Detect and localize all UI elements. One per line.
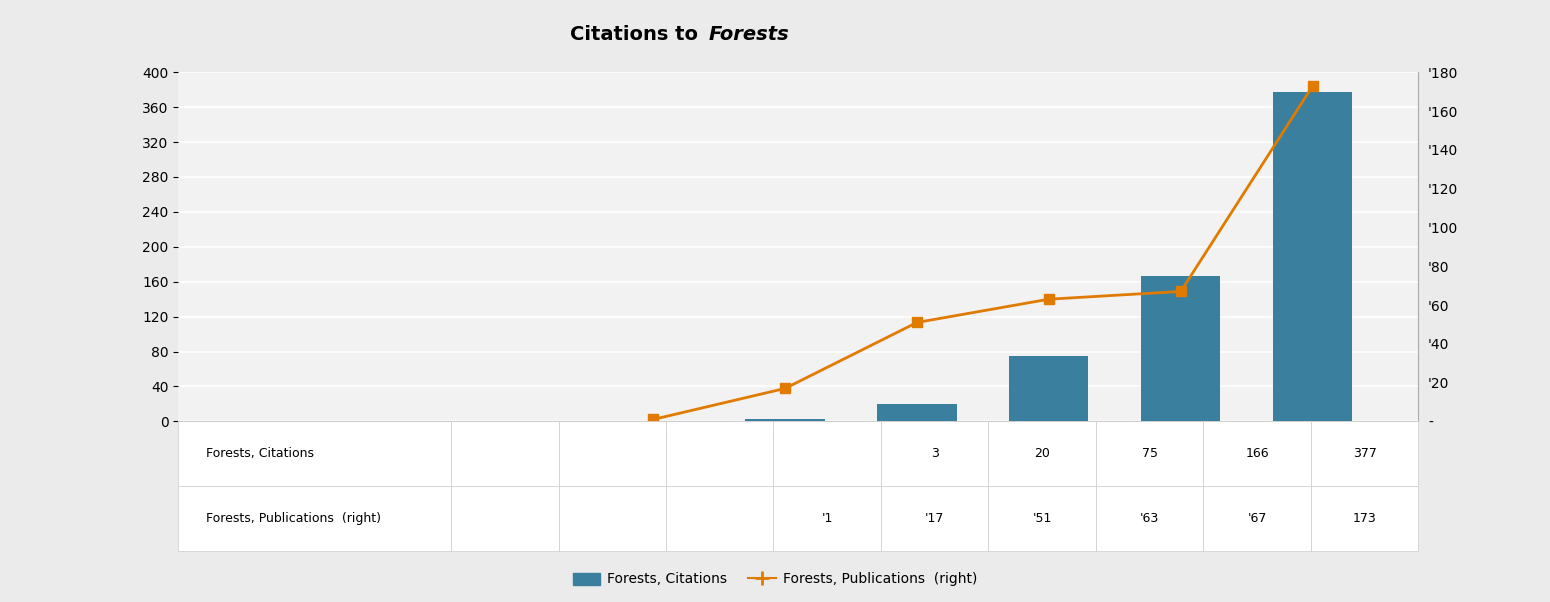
Bar (746, 419, 825, 421)
Bar (1141, 276, 1220, 421)
Bar (877, 404, 956, 421)
Text: Forests: Forests (708, 25, 789, 45)
Text: Citations to: Citations to (570, 25, 705, 45)
Bar (1009, 356, 1088, 421)
Bar (1273, 92, 1352, 421)
Legend: Forests, Citations, Forests, Publications  (right): Forests, Citations, Forests, Publication… (567, 567, 983, 592)
